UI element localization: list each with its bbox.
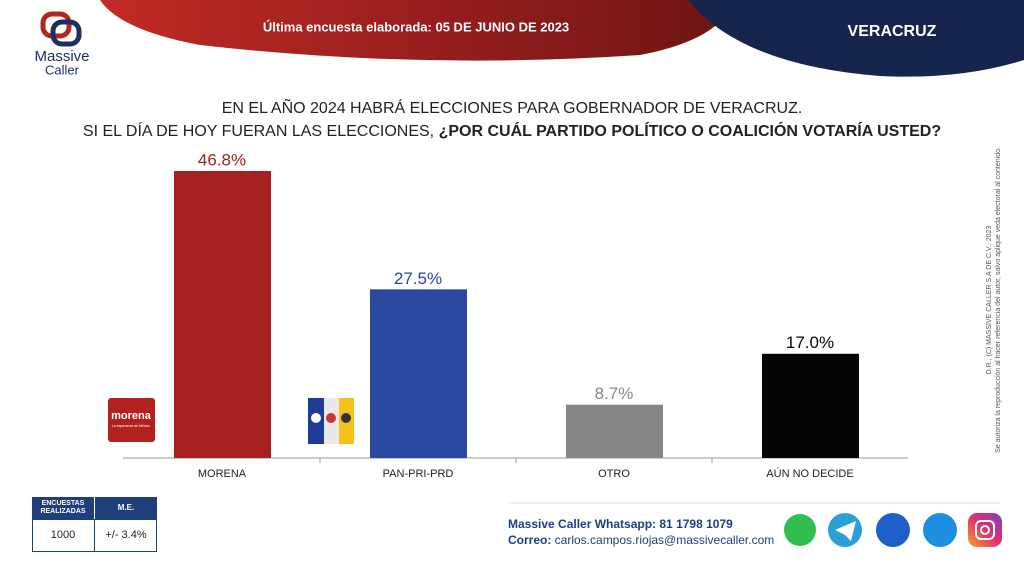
header-band xyxy=(100,0,735,61)
logo-bubble xyxy=(50,19,82,47)
legal-notice: Se autoriza la reproducción al hacer ref… xyxy=(995,147,1002,453)
table-cell: +/- 3.4% xyxy=(105,529,146,541)
facebook-icon[interactable] xyxy=(876,513,910,547)
x-tick-label: MORENA xyxy=(198,468,247,480)
pri-emblem xyxy=(326,413,336,423)
logo: Massive Caller xyxy=(34,11,90,77)
chart-subtitle: SI EL DÍA DE HOY FUERAN LAS ELECCIONES, … xyxy=(83,121,941,140)
instagram-icon[interactable] xyxy=(968,513,1002,547)
x-tick-label: AÚN NO DECIDE xyxy=(766,467,853,480)
instagram-glyph xyxy=(975,520,995,540)
footer-email: Correo: carlos.campos.riojas@massivecall… xyxy=(508,533,774,547)
prd-emblem xyxy=(341,413,351,423)
subtitle-bold: ¿POR CUÁL PARTIDO POLÍTICO O COALICIÓN V… xyxy=(439,121,942,140)
social-icons xyxy=(784,513,1002,547)
table-header: M.E. xyxy=(118,503,134,512)
footer-email-address: carlos.campos.riojas@massivecaller.com xyxy=(555,533,775,547)
table-header: ENCUESTAS REALIZADAS xyxy=(40,500,86,515)
bar xyxy=(566,404,663,458)
survey-date: Última encuesta elaborada: 05 DE JUNIO D… xyxy=(263,19,569,34)
table-cell: 1000 xyxy=(51,529,75,541)
footer-email-label: Correo: xyxy=(508,533,555,547)
morena-logo-text: morena xyxy=(111,410,152,422)
logo-bubble xyxy=(40,11,72,39)
twitter-icon[interactable] xyxy=(923,513,957,547)
bar xyxy=(762,353,859,458)
region: VERACRUZ xyxy=(848,23,937,40)
instagram-glyph xyxy=(980,525,990,535)
morena-logo: morena La esperanza de México xyxy=(108,398,155,442)
subtitle-text: SI EL DÍA DE HOY FUERAN LAS ELECCIONES, xyxy=(83,121,439,140)
pan-emblem xyxy=(311,413,321,423)
x-tick-label: OTRO xyxy=(598,468,630,480)
value-label: 8.7% xyxy=(595,384,634,403)
legal-copyright: D.R., (C) MASSIVE CALLER S.A DE C.V., 20… xyxy=(986,226,993,375)
value-label: 27.5% xyxy=(394,269,442,288)
chart-title: EN EL AÑO 2024 HABRÁ ELECCIONES PARA GOB… xyxy=(222,97,803,117)
table-header-cell xyxy=(32,497,94,519)
header-region-band xyxy=(688,0,1024,77)
telegram-glyph xyxy=(835,521,856,541)
logo-text: Massive xyxy=(34,48,89,65)
morena-logo-tagline: La esperanza de México xyxy=(112,424,150,428)
summary-table: ENCUESTAS REALIZADAS M.E. 1000 +/- 3.4% xyxy=(32,497,157,552)
coalition-logo xyxy=(308,398,354,444)
bar xyxy=(174,171,271,458)
table-header-cell xyxy=(95,497,157,519)
bar xyxy=(370,289,467,458)
plot: MORENA 46.8% PAN-PRI-PRD 27.5% OTRO 8.7% AÚN N… xyxy=(174,150,859,480)
value-label: 17.0% xyxy=(786,333,834,352)
x-tick-label: PAN-PRI-PRD xyxy=(383,468,454,480)
morena-logo-bg xyxy=(108,398,155,442)
footer-whatsapp: Massive Caller Whatsapp: 81 1798 1079 xyxy=(508,517,733,531)
table-header-wrap: ENCUESTAS REALIZADAS xyxy=(40,500,86,515)
whatsapp-icon[interactable] xyxy=(784,514,816,546)
logo-text: Caller xyxy=(45,62,80,77)
value-label: 46.8% xyxy=(198,150,246,169)
